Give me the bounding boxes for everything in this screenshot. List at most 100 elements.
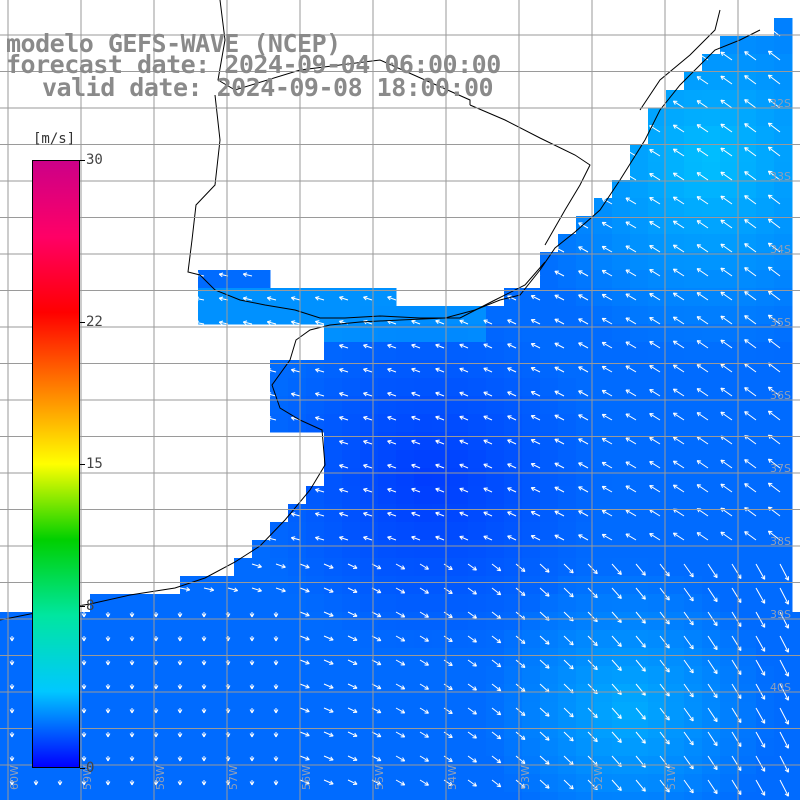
wind-arrow [443,587,453,595]
field-cell [288,360,307,379]
field-cell [342,504,361,523]
field-cell [324,306,343,325]
field-cell [648,414,667,433]
field-cell [666,306,685,325]
field-cell [414,306,433,325]
field-cell [180,666,199,685]
wind-arrow [483,343,493,349]
wind-arrow [635,611,646,624]
field-cell [612,378,631,397]
field-cell [342,378,361,397]
field-cell [684,162,703,181]
field-cell [36,792,55,800]
wind-arrow [339,296,349,301]
field-cell [738,414,757,433]
field-cell [378,540,397,559]
field-cell [774,720,793,739]
field-cell [360,594,379,613]
field-cell [738,504,757,523]
wind-arrow [273,756,279,762]
field-cell [756,144,775,163]
field-cell [90,594,109,613]
field-cell [774,630,793,649]
field-cell [648,270,667,289]
field-cell [558,450,577,469]
wind-arrow [347,683,358,690]
wind-arrow [696,316,709,325]
field-cell [378,396,397,415]
wind-arrow [411,343,421,349]
wind-arrow [9,708,15,714]
field-cell [612,558,631,577]
field-cell [432,306,451,325]
wind-arrow [81,708,87,714]
field-cell [648,180,667,199]
field-cell [558,324,577,343]
field-cell [396,792,415,800]
field-cell [252,630,271,649]
field-cell [666,144,685,163]
field-cell [756,504,775,523]
wind-arrow [635,731,646,744]
field-cell [468,792,487,800]
wind-arrow [563,779,574,790]
wind-arrow [411,511,421,517]
field-cell [792,684,800,703]
wind-arrow [625,293,637,301]
wind-arrow [129,708,135,714]
field-cell [342,684,361,703]
wind-arrow [299,755,310,761]
wind-arrow [744,387,757,397]
field-cell [450,792,469,800]
field-cell [180,630,199,649]
wind-arrow [419,755,429,762]
title-forecast-date: forecast date: 2024-09-04 06:00:00 [6,50,501,79]
field-cell [360,450,379,469]
field-cell [612,630,631,649]
field-cell [594,378,613,397]
field-cell [720,342,739,361]
field-cell [702,684,721,703]
wind-arrow [266,392,277,397]
wind-arrow [419,683,429,690]
field-cell [522,288,541,307]
field-cell [360,612,379,631]
field-cell [648,198,667,217]
field-cell [774,666,793,685]
field-cell [288,792,307,800]
field-cell [144,648,163,667]
river-plate-north-shore [199,261,546,319]
colorbar-tick-mark [80,322,85,324]
field-cell [684,198,703,217]
wind-arrow [249,660,255,666]
field-cell [450,378,469,397]
field-cell [414,666,433,685]
field-cell [720,306,739,325]
field-cell [666,486,685,505]
field-cell [684,558,703,577]
field-cell [540,738,559,757]
field-cell [324,774,343,793]
field-cell [612,720,631,739]
field-cell [288,720,307,739]
field-cell [756,270,775,289]
field-cell [306,378,325,397]
field-cell [288,684,307,703]
wind-arrow [625,269,637,277]
field-cell [738,126,757,145]
field-cell [162,738,181,757]
wind-arrow [105,660,111,666]
field-cell [684,342,703,361]
field-cell [486,342,505,361]
wind-speed-field [0,18,800,800]
wind-arrow [387,487,397,493]
wind-arrow [683,587,694,602]
wind-arrow [649,365,661,373]
wind-arrow [744,243,757,253]
wind-arrow [649,269,661,277]
field-cell [486,630,505,649]
wind-arrow [467,755,477,763]
wind-arrow [435,319,445,325]
field-cell [792,774,800,793]
field-cell [792,738,800,757]
